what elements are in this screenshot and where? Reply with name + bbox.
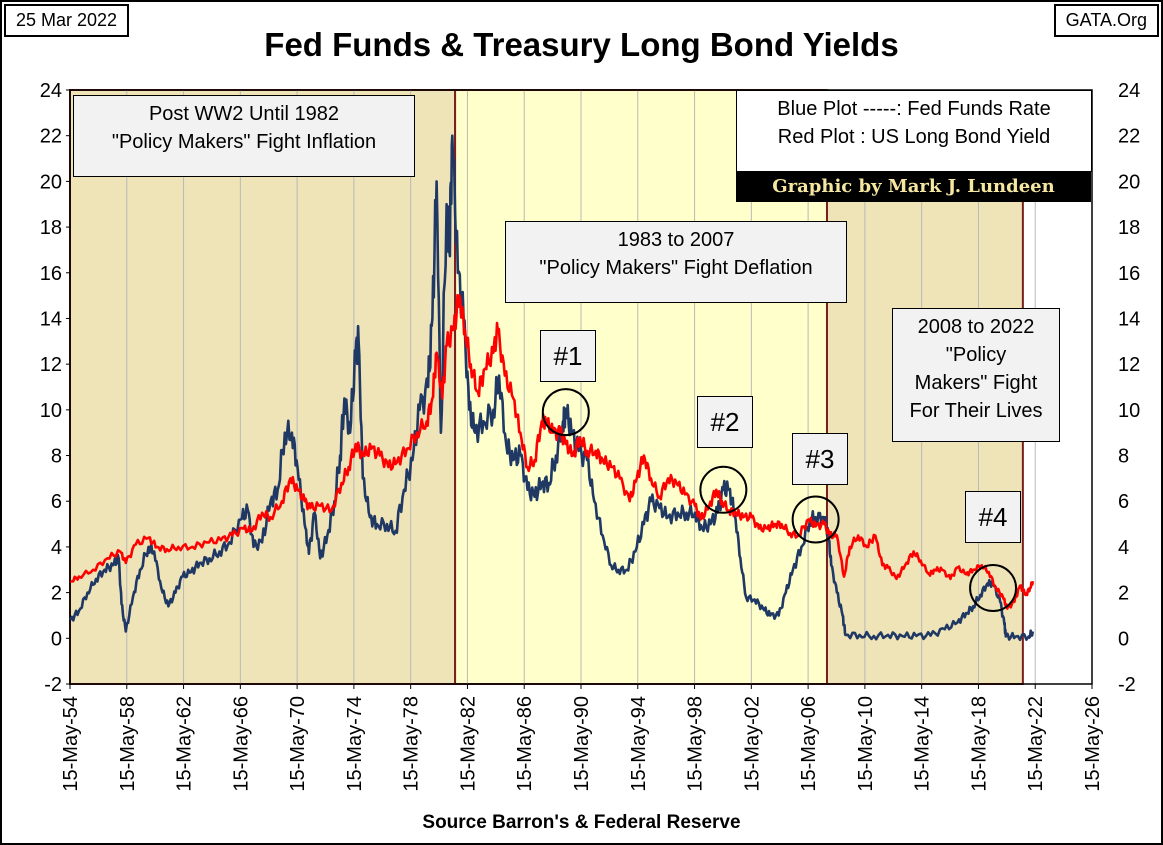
chart-title: Fed Funds & Treasury Long Bond Yields: [264, 26, 899, 63]
y-tick-label-right: 20: [1118, 171, 1140, 193]
marker-circle-3: [791, 495, 840, 544]
marker-circle-2: [699, 465, 748, 514]
post-ww2-line-1: Post WW2 Until 1982: [148, 103, 340, 125]
era-2008-line-4: For Their Lives: [909, 400, 1043, 422]
x-tick-label: 15-May-90: [571, 696, 593, 792]
y-tick-label-left: 2: [51, 583, 62, 605]
marker-label-1: #1: [540, 330, 596, 382]
y-tick-label-right: 18: [1118, 217, 1140, 239]
x-tick-label: 15-May-54: [60, 696, 82, 792]
y-tick-label-left: 20: [40, 171, 62, 193]
site-label: GATA.Org: [1053, 4, 1159, 37]
y-tick-label-right: 10: [1118, 400, 1140, 422]
legend-fed-funds: Blue Plot -----: Fed Funds Rate: [777, 98, 1051, 120]
y-tick-label-left: 0: [51, 628, 62, 650]
y-tick-label-left: 14: [40, 308, 62, 330]
y-tick-label-right: 12: [1118, 354, 1140, 376]
y-tick-label-right: 6: [1118, 491, 1129, 513]
marker-layer: [541, 388, 1018, 613]
y-tick-label-left: 4: [51, 537, 62, 559]
x-tick-label: 15-May-94: [628, 696, 650, 792]
x-tick-label: 15-May-14: [912, 696, 934, 792]
era-1983-annotation: 1983 to 2007 "Policy Makers" Fight Defla…: [505, 221, 847, 303]
date-label: 25 Mar 2022: [4, 4, 130, 37]
x-tick-label: 15-May-10: [855, 696, 877, 792]
y-tick-label-right: 4: [1118, 537, 1129, 559]
y-tick-label-right: 24: [1118, 80, 1140, 102]
marker-label-4: #4: [965, 491, 1021, 543]
post-ww2-line-2: "Policy Makers" Fight Inflation: [111, 131, 377, 153]
y-tick-label-left: 18: [40, 217, 62, 239]
legend-long-bond: Red Plot : US Long Bond Yield: [777, 126, 1051, 148]
y-tick-label-left: -2: [44, 674, 62, 696]
series-layer: [69, 134, 1035, 642]
x-tick-label: 15-May-06: [798, 696, 820, 792]
y-tick-label-right: 22: [1118, 126, 1140, 148]
marker-circle-1: [541, 388, 590, 437]
marker-label-3: #3: [792, 433, 848, 485]
era-1983-line-2: "Policy Makers" Fight Deflation: [539, 257, 813, 279]
legend-box: Blue Plot -----: Fed Funds Rate Red Plot…: [736, 90, 1092, 172]
x-tick-label: 15-May-02: [741, 696, 763, 792]
x-tick-label: 15-May-18: [968, 696, 990, 792]
fed-funds-line: [69, 134, 1035, 642]
x-tick-label: 15-May-74: [344, 696, 366, 792]
credit-banner: Graphic by Mark J. Lundeen: [736, 172, 1091, 202]
y-tick-label-left: 16: [40, 263, 62, 285]
era-1983-line-1: 1983 to 2007: [617, 229, 735, 251]
x-tick-label: 15-May-98: [685, 696, 707, 792]
marker-circle-4: [969, 564, 1018, 613]
y-tick-label-left: 22: [40, 126, 62, 148]
y-tick-label-right: 0: [1118, 628, 1129, 650]
marker-label-2: #2: [697, 396, 753, 448]
x-tick-label: 15-May-22: [1025, 696, 1047, 792]
y-tick-label-left: 10: [40, 400, 62, 422]
source-note: Source Barron's & Federal Reserve: [422, 812, 741, 833]
y-tick-label-right: 16: [1118, 263, 1140, 285]
x-tick-label: 15-May-70: [287, 696, 309, 792]
x-tick-label: 15-May-78: [401, 696, 423, 792]
y-tick-label-left: 24: [40, 80, 62, 102]
long-bond-line: [70, 293, 1035, 610]
x-tick-label: 15-May-66: [230, 696, 252, 792]
x-tick-label: 15-May-86: [514, 696, 536, 792]
era-band-1: [69, 89, 457, 685]
x-tick-label: 15-May-26: [1082, 696, 1104, 792]
y-tick-label-left: 6: [51, 491, 62, 513]
x-tick-label: 15-May-62: [174, 696, 196, 792]
x-tick-label: 15-May-58: [117, 696, 139, 792]
era-2008-line-2: "Policy: [945, 344, 1007, 366]
y-tick-label-right: -2: [1118, 674, 1136, 696]
y-tick-label-right: 14: [1118, 308, 1140, 330]
era-2008-line-1: 2008 to 2022: [917, 316, 1035, 338]
era-2008-line-3: Makers" Fight: [914, 372, 1038, 394]
y-tick-label-left: 8: [51, 446, 62, 468]
y-tick-label-left: 12: [40, 354, 62, 376]
era-2008-annotation: 2008 to 2022 "Policy Makers" Fight For T…: [892, 308, 1060, 442]
y-tick-label-right: 8: [1118, 446, 1129, 468]
x-tick-label: 15-May-82: [457, 696, 479, 792]
y-tick-label-right: 2: [1118, 583, 1129, 605]
post-ww2-annotation: Post WW2 Until 1982 "Policy Makers" Figh…: [73, 95, 415, 177]
